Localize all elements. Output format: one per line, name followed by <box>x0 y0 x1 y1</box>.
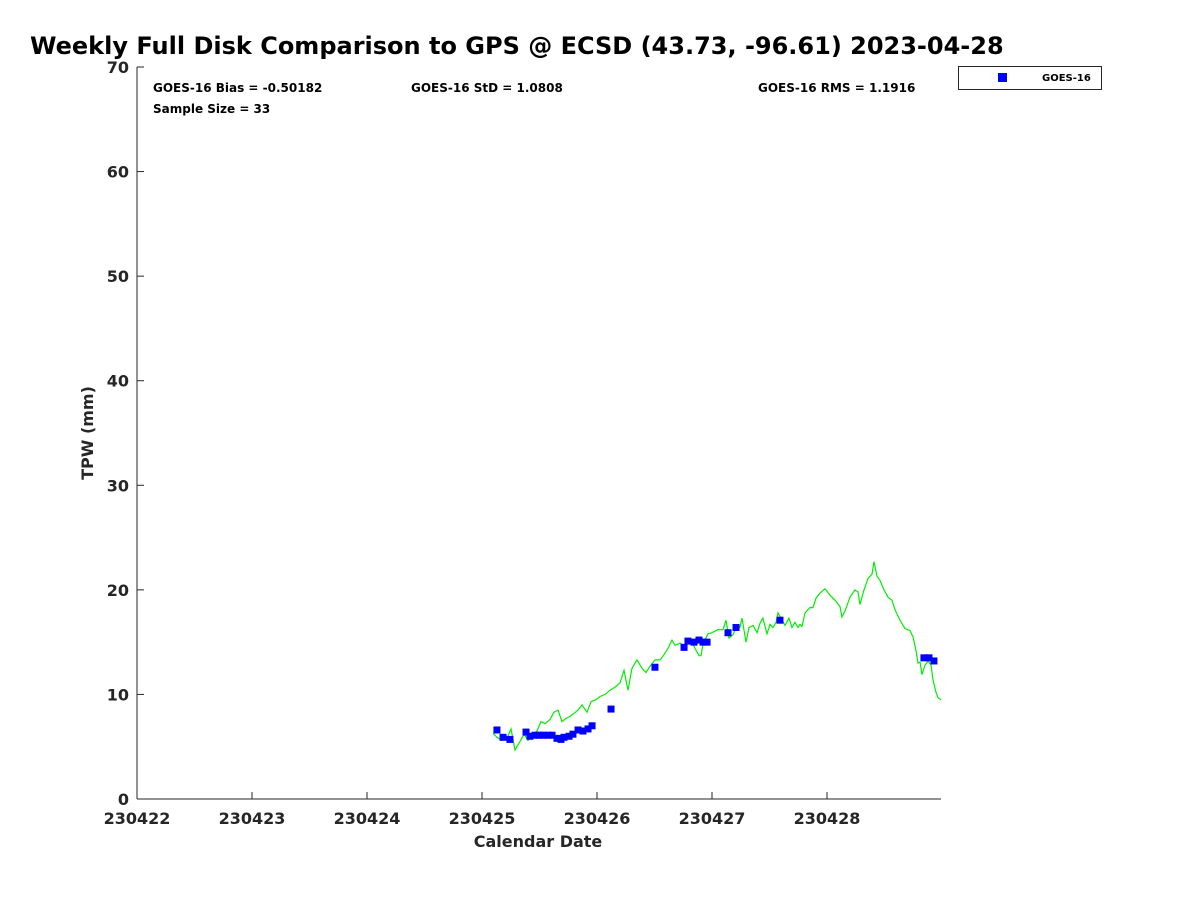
goes-data-point <box>684 637 692 645</box>
goes-data-point <box>699 638 707 646</box>
x-tick-label: 230422 <box>104 809 171 828</box>
legend-marker-goes <box>998 73 1007 82</box>
goes-data-point <box>690 638 698 646</box>
y-tick-label: 10 <box>107 685 129 704</box>
legend: GOES-16 <box>958 66 1102 90</box>
goes-data-point <box>930 657 938 665</box>
y-tick-label: 60 <box>107 163 129 182</box>
goes-data-point <box>499 733 507 741</box>
goes-data-point <box>579 727 587 735</box>
y-tick-label: 0 <box>118 790 129 809</box>
goes-data-point <box>703 638 711 646</box>
axes <box>136 67 941 800</box>
x-tick-label: 230425 <box>449 809 516 828</box>
goes-data-point <box>569 730 577 738</box>
y-tick-label: 40 <box>107 372 129 391</box>
y-tick-label: 50 <box>107 267 129 286</box>
x-tick-label: 230424 <box>334 809 401 828</box>
goes-data-point <box>544 731 552 739</box>
goes-data-point <box>588 722 596 730</box>
legend-label-goes: GOES-16 <box>1042 73 1091 84</box>
legend-box <box>958 66 1102 90</box>
goes-data-point <box>680 643 688 651</box>
y-tick-label: 70 <box>107 58 129 77</box>
goes-data-point <box>565 732 573 740</box>
goes-data-point <box>526 732 534 740</box>
goes-data-point <box>776 616 784 624</box>
x-axis-label: Calendar Date <box>474 832 603 851</box>
chart-title: Weekly Full Disk Comparison to GPS @ ECS… <box>30 32 1004 60</box>
goes-data-point <box>539 731 547 739</box>
stat-sample-size: Sample Size = 33 <box>153 102 270 116</box>
goes-data-point <box>506 735 514 743</box>
goes-data-point <box>560 733 568 741</box>
y-tick-label: 20 <box>107 581 129 600</box>
y-axis-label: TPW (mm) <box>78 386 97 480</box>
x-tick-label: 230426 <box>564 809 631 828</box>
goes-data-point <box>724 629 732 637</box>
goes-data-point <box>574 726 582 734</box>
goes-data-point <box>535 731 543 739</box>
x-tick-label: 230423 <box>219 809 286 828</box>
goes-data-point <box>522 728 530 736</box>
goes-data-point <box>493 726 501 734</box>
goes-data-point <box>732 624 740 632</box>
x-tick-label: 230428 <box>794 809 861 828</box>
goes-data-point <box>651 663 659 671</box>
goes-data-point <box>695 636 703 644</box>
goes-data-point <box>925 654 933 662</box>
goes-data-point <box>553 734 561 742</box>
goes-data-point <box>607 705 615 713</box>
y-tick-label: 30 <box>107 476 129 495</box>
x-tick-label: 230427 <box>679 809 746 828</box>
stat-rms: GOES-16 RMS = 1.1916 <box>758 81 915 95</box>
goes-data-point <box>584 725 592 733</box>
stat-bias: GOES-16 Bias = -0.50182 <box>153 81 322 95</box>
goes-data-point <box>920 654 928 662</box>
goes-data-point <box>531 731 539 739</box>
goes-data-point <box>548 731 556 739</box>
gps-series-line <box>492 561 942 752</box>
stat-std: GOES-16 StD = 1.0808 <box>411 81 563 95</box>
